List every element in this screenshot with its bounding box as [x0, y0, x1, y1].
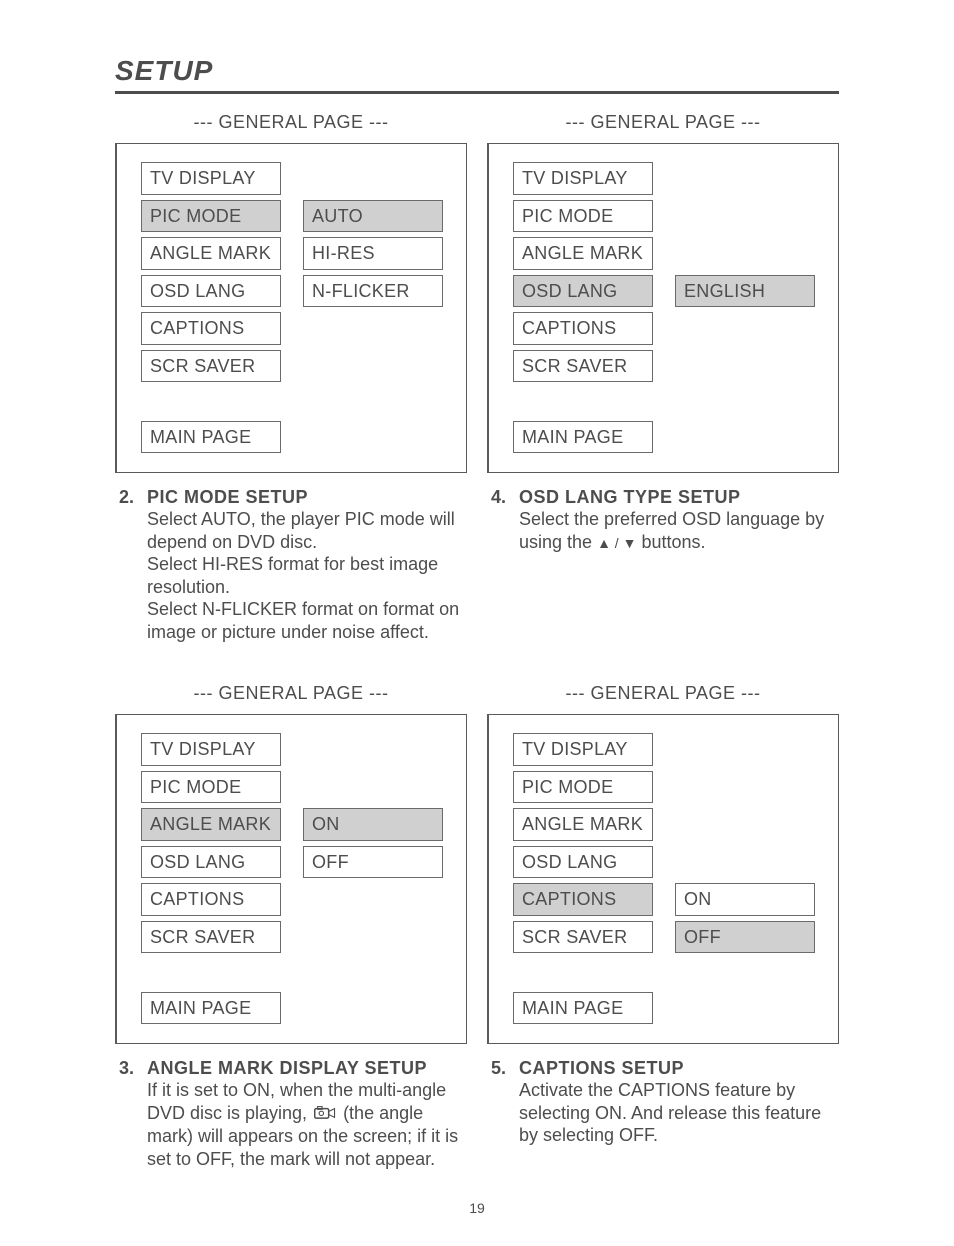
desc-title: CAPTIONS SETUP — [519, 1058, 684, 1078]
option-on[interactable]: ON — [303, 808, 443, 841]
menu-item-main-page[interactable]: MAIN PAGE — [141, 992, 281, 1025]
menu-panel-angle-mark: TV DISPLAY PIC MODE ANGLE MARK ON OSD LA… — [115, 714, 467, 1044]
menu-panel-pic-mode: TV DISPLAY PIC MODE AUTO ANGLE MARK HI-R… — [115, 143, 467, 473]
desc-captions: 5. CAPTIONS SETUP Activate the CAPTIONS … — [487, 1058, 839, 1147]
option-on[interactable]: ON — [675, 883, 815, 916]
option-nflicker[interactable]: N-FLICKER — [303, 275, 443, 308]
desc-angle-mark: 3. ANGLE MARK DISPLAY SETUP If it is set… — [115, 1058, 467, 1170]
option-auto[interactable]: AUTO — [303, 200, 443, 233]
menu-item-angle-mark[interactable]: ANGLE MARK — [513, 808, 653, 841]
option-off[interactable]: OFF — [675, 921, 815, 954]
panel-caption: --- GENERAL PAGE --- — [115, 683, 467, 704]
menu-item-tv-display[interactable]: TV DISPLAY — [513, 733, 653, 766]
menu-item-captions[interactable]: CAPTIONS — [141, 312, 281, 345]
menu-item-main-page[interactable]: MAIN PAGE — [141, 421, 281, 454]
menu-item-pic-mode[interactable]: PIC MODE — [141, 200, 281, 233]
up-down-triangles-icon: ▲ / ▼ — [597, 535, 636, 551]
title-rule — [115, 91, 839, 94]
page-number: 19 — [115, 1200, 839, 1216]
section-pic-mode: --- GENERAL PAGE --- TV DISPLAY PIC MODE… — [115, 112, 467, 643]
menu-item-tv-display[interactable]: TV DISPLAY — [141, 733, 281, 766]
desc-text: Select AUTO, the player PIC mode will de… — [147, 509, 459, 642]
desc-title: OSD LANG TYPE SETUP — [519, 487, 741, 507]
menu-item-scr-saver[interactable]: SCR SAVER — [141, 921, 281, 954]
option-hires[interactable]: HI-RES — [303, 237, 443, 270]
section-angle-mark: --- GENERAL PAGE --- TV DISPLAY PIC MODE… — [115, 683, 467, 1170]
desc-pic-mode: 2. PIC MODE SETUP Select AUTO, the playe… — [115, 487, 467, 643]
option-english[interactable]: ENGLISH — [675, 275, 815, 308]
section-osd-lang: --- GENERAL PAGE --- TV DISPLAY PIC MODE… — [487, 112, 839, 643]
menu-item-pic-mode[interactable]: PIC MODE — [141, 771, 281, 804]
menu-item-captions[interactable]: CAPTIONS — [513, 312, 653, 345]
option-off[interactable]: OFF — [303, 846, 443, 879]
desc-text: Select the preferred OSD language by usi… — [519, 509, 824, 552]
menu-panel-osd-lang: TV DISPLAY PIC MODE ANGLE MARK OSD LANG … — [487, 143, 839, 473]
menu-item-angle-mark[interactable]: ANGLE MARK — [141, 808, 281, 841]
menu-item-osd-lang[interactable]: OSD LANG — [513, 846, 653, 879]
desc-title: ANGLE MARK DISPLAY SETUP — [147, 1058, 427, 1078]
desc-num: 3. — [119, 1058, 139, 1079]
menu-item-tv-display[interactable]: TV DISPLAY — [141, 162, 281, 195]
menu-item-tv-display[interactable]: TV DISPLAY — [513, 162, 653, 195]
menu-item-scr-saver[interactable]: SCR SAVER — [513, 921, 653, 954]
page-title: SETUP — [115, 55, 839, 87]
menu-panel-captions: TV DISPLAY PIC MODE ANGLE MARK OSD LANG … — [487, 714, 839, 1044]
menu-item-captions[interactable]: CAPTIONS — [141, 883, 281, 916]
menu-item-angle-mark[interactable]: ANGLE MARK — [141, 237, 281, 270]
panel-caption: --- GENERAL PAGE --- — [115, 112, 467, 133]
page: SETUP --- GENERAL PAGE --- TV DISPLAY PI… — [0, 0, 954, 1246]
content-grid: --- GENERAL PAGE --- TV DISPLAY PIC MODE… — [115, 112, 839, 1170]
desc-text: Activate the CAPTIONS feature by selecti… — [519, 1080, 821, 1145]
desc-osd-lang: 4. OSD LANG TYPE SETUP Select the prefer… — [487, 487, 839, 553]
desc-text-b: buttons. — [636, 532, 705, 552]
menu-item-pic-mode[interactable]: PIC MODE — [513, 771, 653, 804]
panel-caption: --- GENERAL PAGE --- — [487, 683, 839, 704]
menu-item-main-page[interactable]: MAIN PAGE — [513, 992, 653, 1025]
menu-item-captions[interactable]: CAPTIONS — [513, 883, 653, 916]
menu-item-scr-saver[interactable]: SCR SAVER — [141, 350, 281, 383]
menu-item-scr-saver[interactable]: SCR SAVER — [513, 350, 653, 383]
menu-item-osd-lang[interactable]: OSD LANG — [141, 846, 281, 879]
menu-item-pic-mode[interactable]: PIC MODE — [513, 200, 653, 233]
menu-item-osd-lang[interactable]: OSD LANG — [141, 275, 281, 308]
desc-num: 4. — [491, 487, 511, 508]
desc-title: PIC MODE SETUP — [147, 487, 308, 507]
section-captions: --- GENERAL PAGE --- TV DISPLAY PIC MODE… — [487, 683, 839, 1170]
desc-text: If it is set to ON, when the multi-angle… — [147, 1080, 458, 1169]
menu-item-osd-lang[interactable]: OSD LANG — [513, 275, 653, 308]
menu-item-angle-mark[interactable]: ANGLE MARK — [513, 237, 653, 270]
menu-item-main-page[interactable]: MAIN PAGE — [513, 421, 653, 454]
desc-num: 2. — [119, 487, 139, 508]
panel-caption: --- GENERAL PAGE --- — [487, 112, 839, 133]
camera-angle-icon — [314, 1103, 336, 1126]
desc-num: 5. — [491, 1058, 511, 1079]
